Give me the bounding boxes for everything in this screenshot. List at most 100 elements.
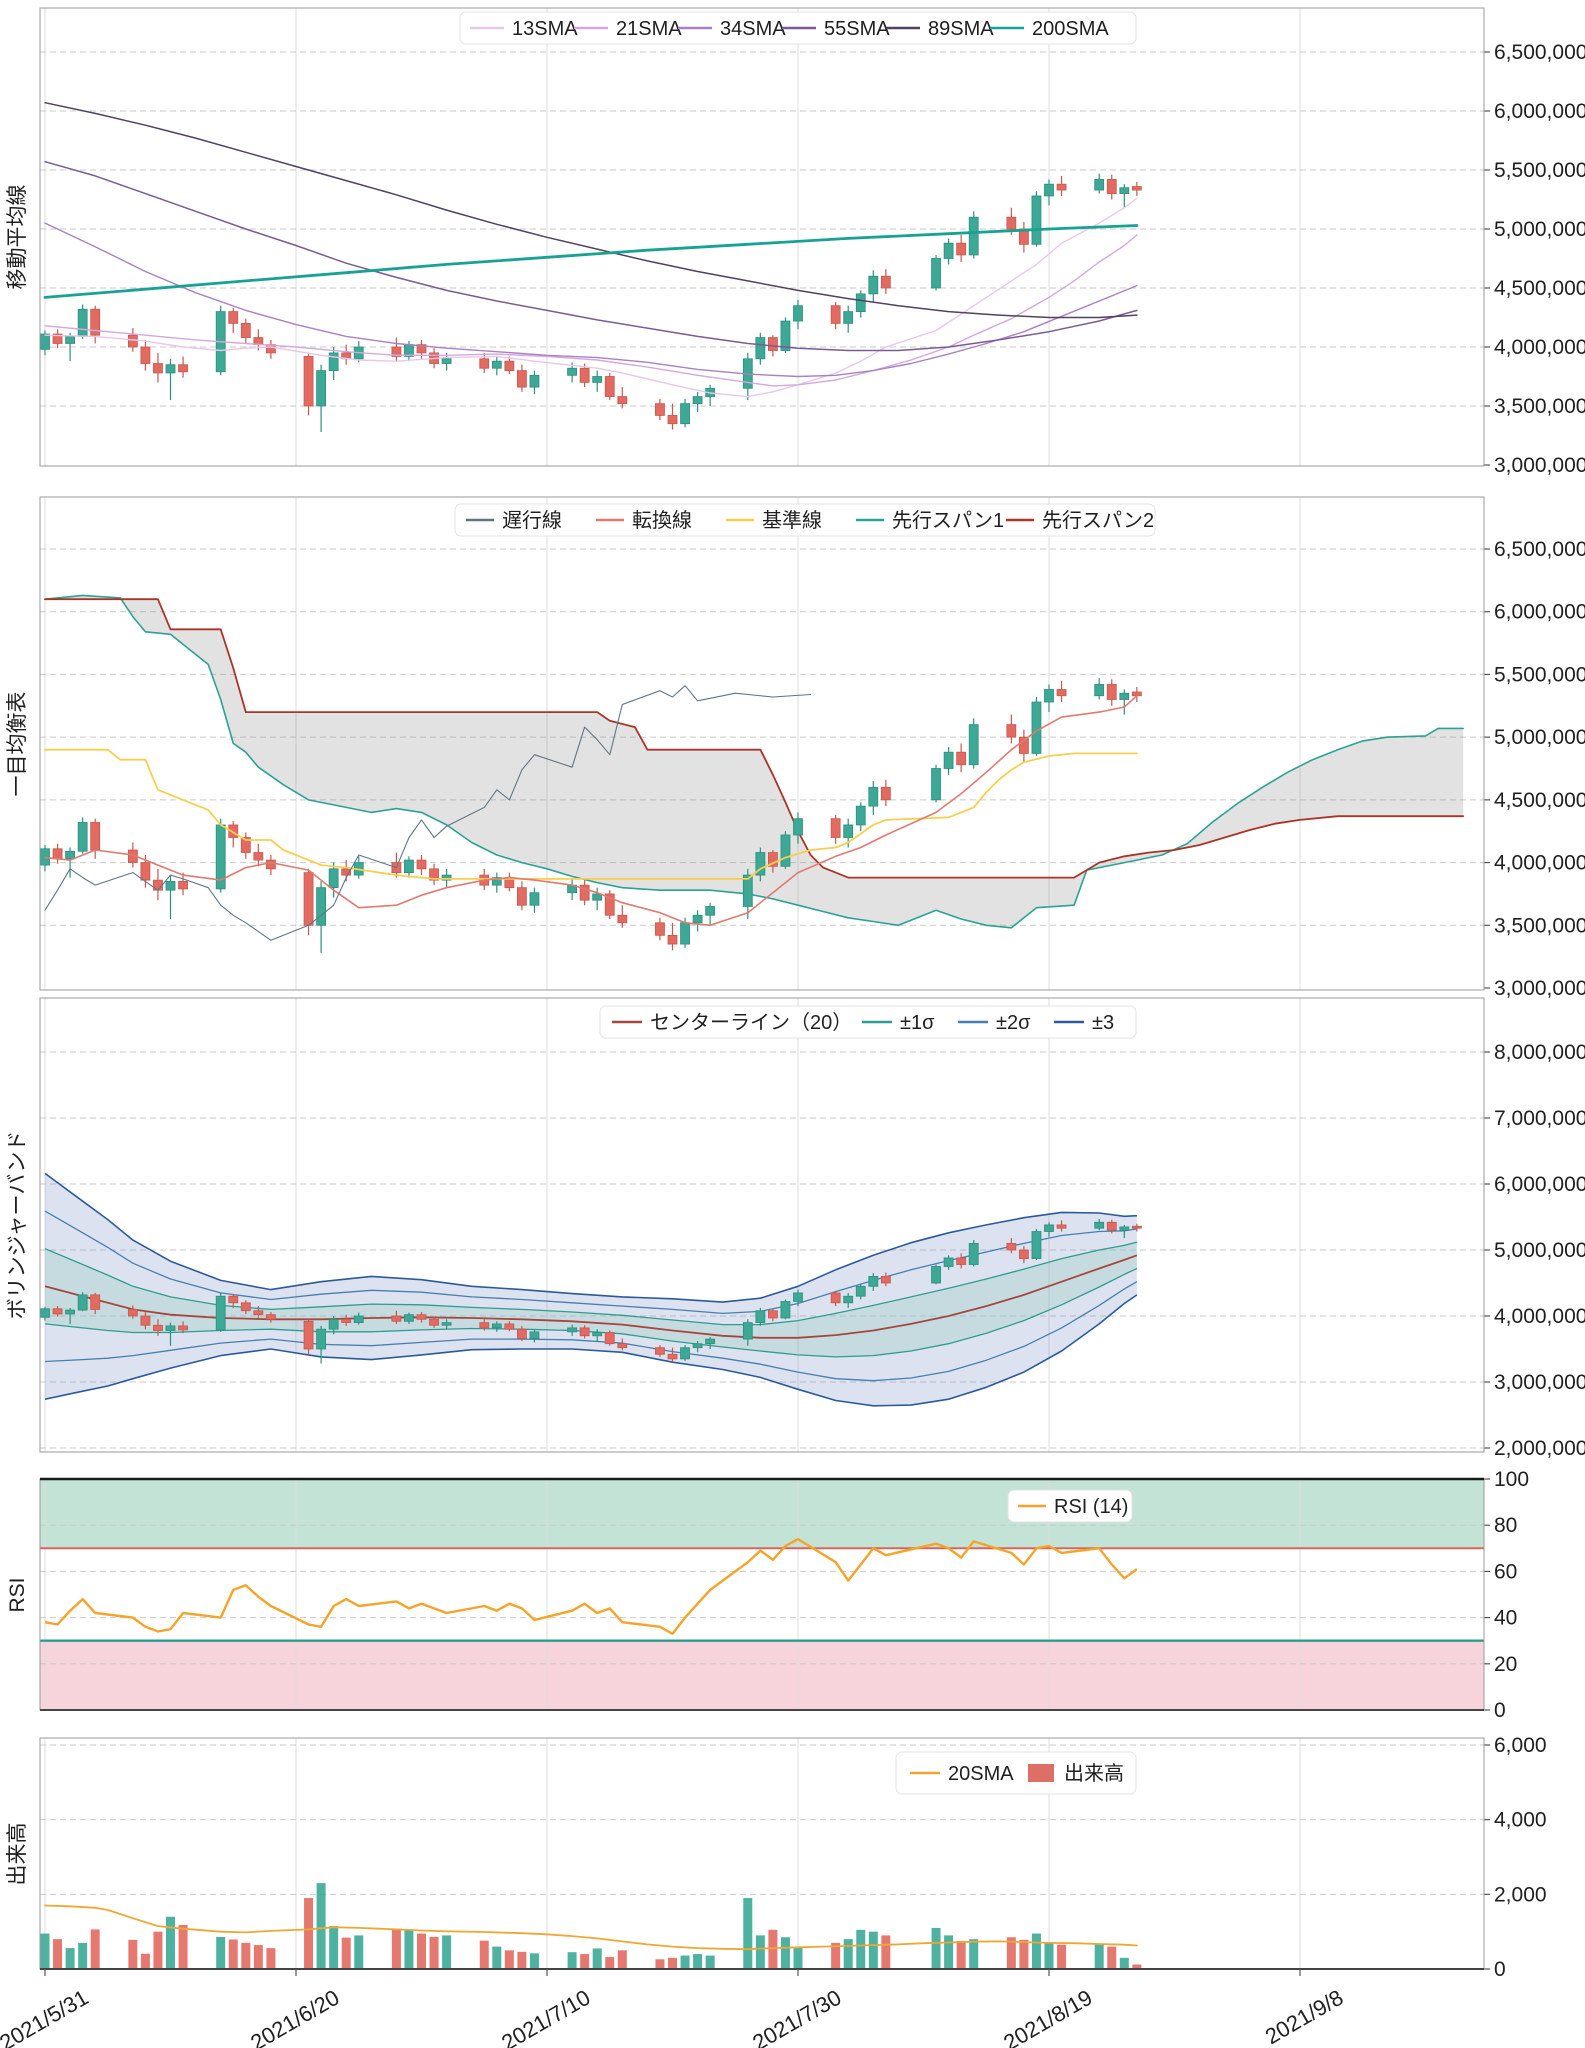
x-axis: 2021/5/31 2021/6/20 2021/7/10 2021/7/30 2021…: [0, 1969, 1348, 2048]
volume-bar: [843, 1939, 853, 1969]
volume-bar: [166, 1916, 175, 1969]
bb-line-1: [44, 1241, 1138, 1326]
volume-bar: [391, 1928, 401, 1969]
volume-bar: [655, 1959, 665, 1969]
y-axis-title-rsi: RSI: [6, 1577, 29, 1612]
panel-rsi: 100 80 60 40 20 0 RSI RSI (14): [6, 1468, 1529, 1722]
y-tick-label: 5,000,000: [1494, 218, 1585, 241]
bb-line--2: [44, 1281, 1138, 1382]
volume-bar: [567, 1952, 577, 1969]
volume-bar: [1044, 1942, 1054, 1969]
legend-label: 20SMA: [948, 1763, 1014, 1785]
legend-label: ±1σ: [900, 1012, 935, 1034]
volume-bar: [693, 1954, 703, 1969]
legend-label: 先行スパン2: [1042, 509, 1154, 532]
volume-bar: [304, 1898, 314, 1969]
bb-line-3: [44, 1172, 1137, 1303]
series-20SMA: [44, 1904, 1138, 1951]
y-tick-label: 4,000,000: [1494, 336, 1585, 359]
y-tick-label: 4,500,000: [1494, 277, 1585, 300]
legend-label: 89SMA: [928, 18, 994, 40]
series-89SMA: [44, 101, 1138, 319]
y-tick-label: 6,500,000: [1494, 41, 1585, 64]
y-tick-label: 6,000,000: [1494, 100, 1585, 123]
volume-bar: [881, 1935, 891, 1969]
x-tick-label: 2021/5/31: [0, 1985, 93, 2048]
volume-bar: [944, 1935, 954, 1969]
volume-bar: [868, 1931, 878, 1969]
x-tick-label: 2021/7/10: [497, 1985, 594, 2048]
volume-bar: [1031, 1933, 1041, 1969]
volume-bar: [140, 1953, 150, 1969]
volume-bar: [780, 1937, 790, 1969]
panel-sma: 6,500,000 6,000,000 5,500,000 5,000,000 4,50…: [6, 7, 1585, 477]
series-kijun: [44, 748, 1138, 880]
y-axis-title-ichimoku: 一目均衡表: [6, 692, 29, 797]
y-tick-label: 6,000: [1494, 1734, 1547, 1757]
series-13SMA: [44, 197, 1138, 398]
volume-bar: [969, 1939, 979, 1969]
series-chikou: [44, 685, 812, 941]
volume-bar: [78, 1942, 88, 1969]
y-tick-label: 6,500,000: [1494, 538, 1585, 561]
volume-bar: [580, 1954, 590, 1969]
y-tick-label: 5,500,000: [1494, 159, 1585, 182]
y-tick-label: 3,000,000: [1494, 454, 1585, 477]
y-tick-label: 60: [1494, 1560, 1517, 1583]
volume-bar: [617, 1950, 627, 1969]
volume-bar: [417, 1933, 426, 1969]
y-tick-label: 4,000: [1494, 1809, 1547, 1832]
bb-line-2: [44, 1210, 1138, 1315]
series-21SMA: [44, 234, 1138, 387]
volume-bar: [266, 1948, 276, 1969]
bb-line--3: [44, 1294, 1138, 1407]
legend-label: 遅行線: [502, 509, 562, 532]
legend-label: ±2σ: [996, 1012, 1031, 1034]
volume-bar: [755, 1935, 765, 1969]
volume-bar: [592, 1948, 602, 1969]
volume-bar: [743, 1898, 753, 1969]
legend-label: RSI (14): [1054, 1496, 1128, 1518]
volume-bar: [53, 1939, 63, 1969]
y-axis-title-bollinger: ボリンジャーバンド: [6, 1131, 29, 1320]
bb-inner-band: [45, 1242, 1137, 1357]
series-senkou_b: [44, 598, 1465, 879]
ichimoku-cloud: [45, 595, 1464, 928]
y-tick-label: 2,000: [1494, 1883, 1547, 1906]
series-55SMA: [44, 160, 1138, 352]
volume-bar: [793, 1946, 803, 1969]
volume-bar: [354, 1935, 364, 1969]
y-tick-label: 0: [1494, 1958, 1506, 1981]
series-senkou_a: [44, 594, 1464, 929]
y-tick-label: 5,500,000: [1494, 663, 1585, 686]
volume-bar: [228, 1939, 238, 1969]
y-axis-title-sma: 移動平均線: [6, 185, 29, 290]
volume-bar: [1132, 1964, 1142, 1969]
y-tick-label: 7,000,000: [1494, 1107, 1585, 1130]
volume-bar: [153, 1931, 163, 1969]
volume-bar: [768, 1929, 778, 1969]
volume-bar: [429, 1936, 439, 1969]
x-tick-label: 2021/7/30: [748, 1985, 845, 2048]
series-34SMA: [44, 222, 1138, 378]
volume-bar: [1019, 1939, 1029, 1969]
legend-label: 13SMA: [512, 18, 578, 40]
legend-swatch-patch: [1028, 1764, 1054, 1782]
volume-bar: [956, 1941, 966, 1969]
y-tick-label: 8,000,000: [1494, 1041, 1585, 1064]
y-tick-label: 2,000,000: [1494, 1437, 1585, 1460]
x-tick-label: 2021/9/8: [1261, 1985, 1348, 2048]
legend-sma: 13SMA 21SMA 34SMA 55SMA 89SMA 200SMA: [459, 11, 1137, 45]
x-tick-label: 2021/8/19: [999, 1985, 1096, 2048]
panel-volume: 6,000 4,000 2,000 0 出来高 20SMA 出来高: [6, 1734, 1547, 1981]
volume-bar: [1006, 1937, 1016, 1969]
bb-line--1: [44, 1267, 1138, 1358]
x-tick-label: 2021/6/20: [246, 1985, 343, 2048]
legend-label: 出来高: [1064, 1762, 1124, 1785]
y-tick-label: 3,000,000: [1494, 1371, 1585, 1394]
volume-bar: [856, 1929, 866, 1969]
volume-bar: [253, 1945, 263, 1969]
y-axis-title-volume: 出来高: [6, 1823, 29, 1886]
volume-bar: [216, 1936, 226, 1969]
